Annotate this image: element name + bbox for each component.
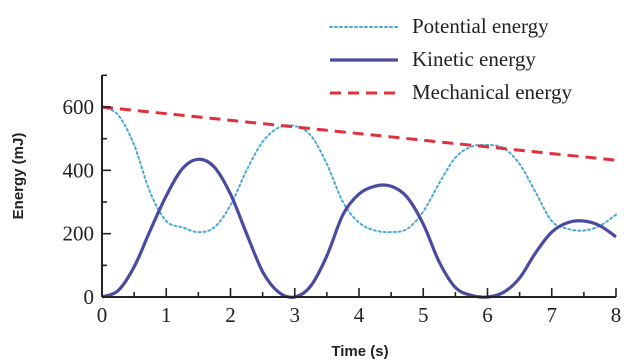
series-line-mechanical-energy <box>101 105 617 162</box>
x-tick-label: 1 <box>161 303 172 327</box>
y-tick-label: 200 <box>63 222 95 246</box>
tick-group: 0 1 2 3 4 5 6 7 8 0 200 400 600 <box>63 74 622 327</box>
x-tick-label: 4 <box>354 303 365 327</box>
axes <box>101 75 616 298</box>
x-tick-label: 7 <box>547 303 558 327</box>
plot-lines <box>101 105 617 299</box>
x-tick-label: 2 <box>225 303 236 327</box>
x-tick-label: 3 <box>290 303 301 327</box>
y-tick-label: 600 <box>63 95 95 119</box>
y-tick-label: 400 <box>63 158 95 182</box>
series-line-potential-energy <box>101 106 617 234</box>
x-tick-label: 0 <box>97 303 108 327</box>
y-axis-label: Energy (mJ) <box>10 133 27 220</box>
legend-label-mechanical-energy: Mechanical energy <box>412 80 572 104</box>
legend-label-potential-energy: Potential energy <box>412 14 549 38</box>
x-tick-label: 6 <box>482 303 493 327</box>
x-tick-label: 5 <box>418 303 429 327</box>
x-tick-label: 8 <box>611 303 622 327</box>
series-line-kinetic-energy <box>101 157 617 299</box>
x-axis-label: Time (s) <box>331 343 388 360</box>
legend: Potential energy Kinetic energy Mechanic… <box>329 14 572 104</box>
y-tick-label: 0 <box>84 285 95 309</box>
legend-label-kinetic-energy: Kinetic energy <box>412 47 536 71</box>
